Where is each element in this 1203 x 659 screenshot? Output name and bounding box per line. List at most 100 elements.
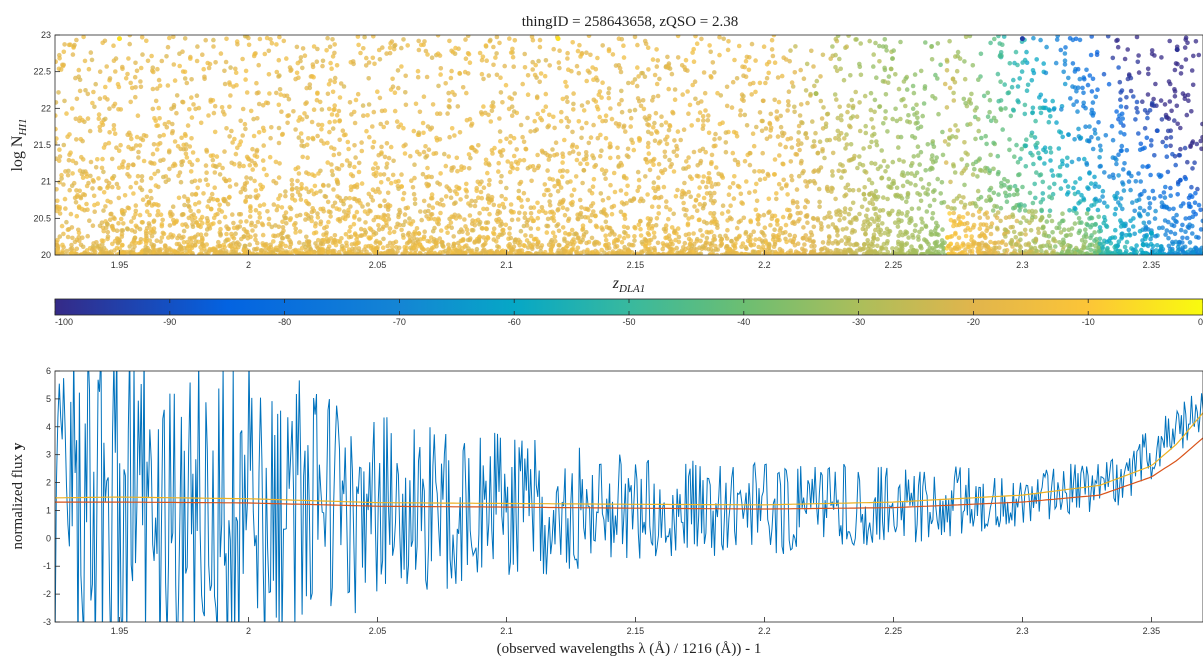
scatter-point xyxy=(1106,81,1112,87)
scatter-point xyxy=(953,54,958,59)
scatter-point xyxy=(599,209,604,215)
scatter-point xyxy=(571,91,576,96)
scatter-point xyxy=(776,99,782,105)
scatter-point xyxy=(1164,135,1169,141)
scatter-point xyxy=(621,55,627,60)
scatter-point xyxy=(160,217,165,223)
scatter-point xyxy=(1023,143,1029,149)
scatter-point xyxy=(332,233,338,238)
scatter-point xyxy=(194,93,200,98)
scatter-point xyxy=(496,160,502,166)
scatter-point xyxy=(375,89,380,94)
scatter-point xyxy=(703,149,708,155)
scatter-point xyxy=(56,158,62,163)
scatter-point xyxy=(965,152,970,157)
scatter-point xyxy=(930,153,935,158)
scatter-point xyxy=(222,68,227,74)
scatter-point xyxy=(457,71,463,76)
scatter-point xyxy=(1056,146,1062,151)
scatter-point xyxy=(622,244,627,250)
scatter-point xyxy=(925,142,931,147)
scatter-point xyxy=(111,215,116,220)
scatter-point xyxy=(1116,152,1121,157)
scatter-point xyxy=(571,107,576,112)
scatter-point xyxy=(371,139,377,145)
scatter-point xyxy=(211,44,216,49)
scatter-point xyxy=(1189,109,1194,114)
scatter-point xyxy=(576,70,582,76)
scatter-point xyxy=(694,208,700,213)
scatter-point xyxy=(842,206,848,211)
scatter-point xyxy=(285,120,290,126)
scatter-point xyxy=(64,248,69,254)
scatter-point xyxy=(179,135,184,141)
scatter-point xyxy=(655,58,661,63)
scatter-point xyxy=(521,139,527,145)
scatter-point xyxy=(763,80,768,86)
scatter-point xyxy=(315,90,320,96)
scatter-point xyxy=(340,128,346,133)
scatter-point xyxy=(463,56,469,61)
scatter-point xyxy=(116,185,121,190)
scatter-point xyxy=(560,154,566,160)
scatter-point xyxy=(321,183,326,188)
scatter-point xyxy=(842,193,847,199)
scatter-point xyxy=(509,161,514,166)
scatter-point xyxy=(1136,171,1141,176)
scatter-point xyxy=(283,193,288,199)
scatter-point xyxy=(421,130,426,136)
scatter-point xyxy=(110,241,115,247)
scatter-point xyxy=(215,198,220,203)
scatter-point xyxy=(853,37,858,42)
scatter-point xyxy=(232,136,237,142)
scatter-point xyxy=(299,181,304,187)
scatter-point xyxy=(436,221,441,227)
scatter-point xyxy=(674,153,680,158)
scatter-point xyxy=(316,171,321,176)
scatter-point xyxy=(595,55,600,61)
scatter-point xyxy=(608,106,613,111)
scatter-point xyxy=(64,219,69,225)
scatter-point xyxy=(635,65,640,70)
scatter-point xyxy=(364,55,369,61)
scatter-point xyxy=(185,196,191,202)
scatter-point xyxy=(579,52,584,57)
scatter-point xyxy=(896,239,901,245)
scatter-point xyxy=(339,163,345,168)
scatter-point xyxy=(150,86,156,92)
scatter-point xyxy=(320,63,325,69)
scatter-point xyxy=(552,125,557,131)
scatter-point xyxy=(637,198,643,204)
scatter-point xyxy=(560,168,566,173)
scatter-point xyxy=(508,202,514,207)
scatter-point xyxy=(177,63,182,69)
scatter-point xyxy=(403,206,409,211)
scatter-point xyxy=(920,185,926,190)
scatter-point xyxy=(118,107,124,112)
scatter-point xyxy=(837,104,842,110)
scatter-point xyxy=(133,208,139,214)
scatter-point xyxy=(1010,214,1016,219)
scatter-point xyxy=(100,156,105,162)
scatter-point xyxy=(392,43,397,49)
scatter-point xyxy=(885,164,890,169)
scatter-point xyxy=(472,240,477,245)
scatter-point xyxy=(998,205,1004,211)
scatter-point xyxy=(1126,179,1132,184)
scatter-point xyxy=(84,183,90,189)
scatter-point xyxy=(180,99,185,105)
scatter-point xyxy=(1190,231,1195,236)
scatter-point xyxy=(157,83,163,88)
scatter-point xyxy=(848,157,853,163)
scatter-point xyxy=(132,229,138,234)
scatter-point xyxy=(222,81,228,87)
scatter-point xyxy=(101,208,106,213)
scatter-point xyxy=(1166,235,1171,241)
scatter-point xyxy=(378,172,383,177)
scatter-point xyxy=(133,180,139,186)
scatter-point xyxy=(528,129,533,134)
scatter-point xyxy=(1096,229,1102,234)
scatter-point xyxy=(1149,48,1155,53)
scatter-point xyxy=(419,217,425,223)
scatter-point xyxy=(171,62,177,67)
